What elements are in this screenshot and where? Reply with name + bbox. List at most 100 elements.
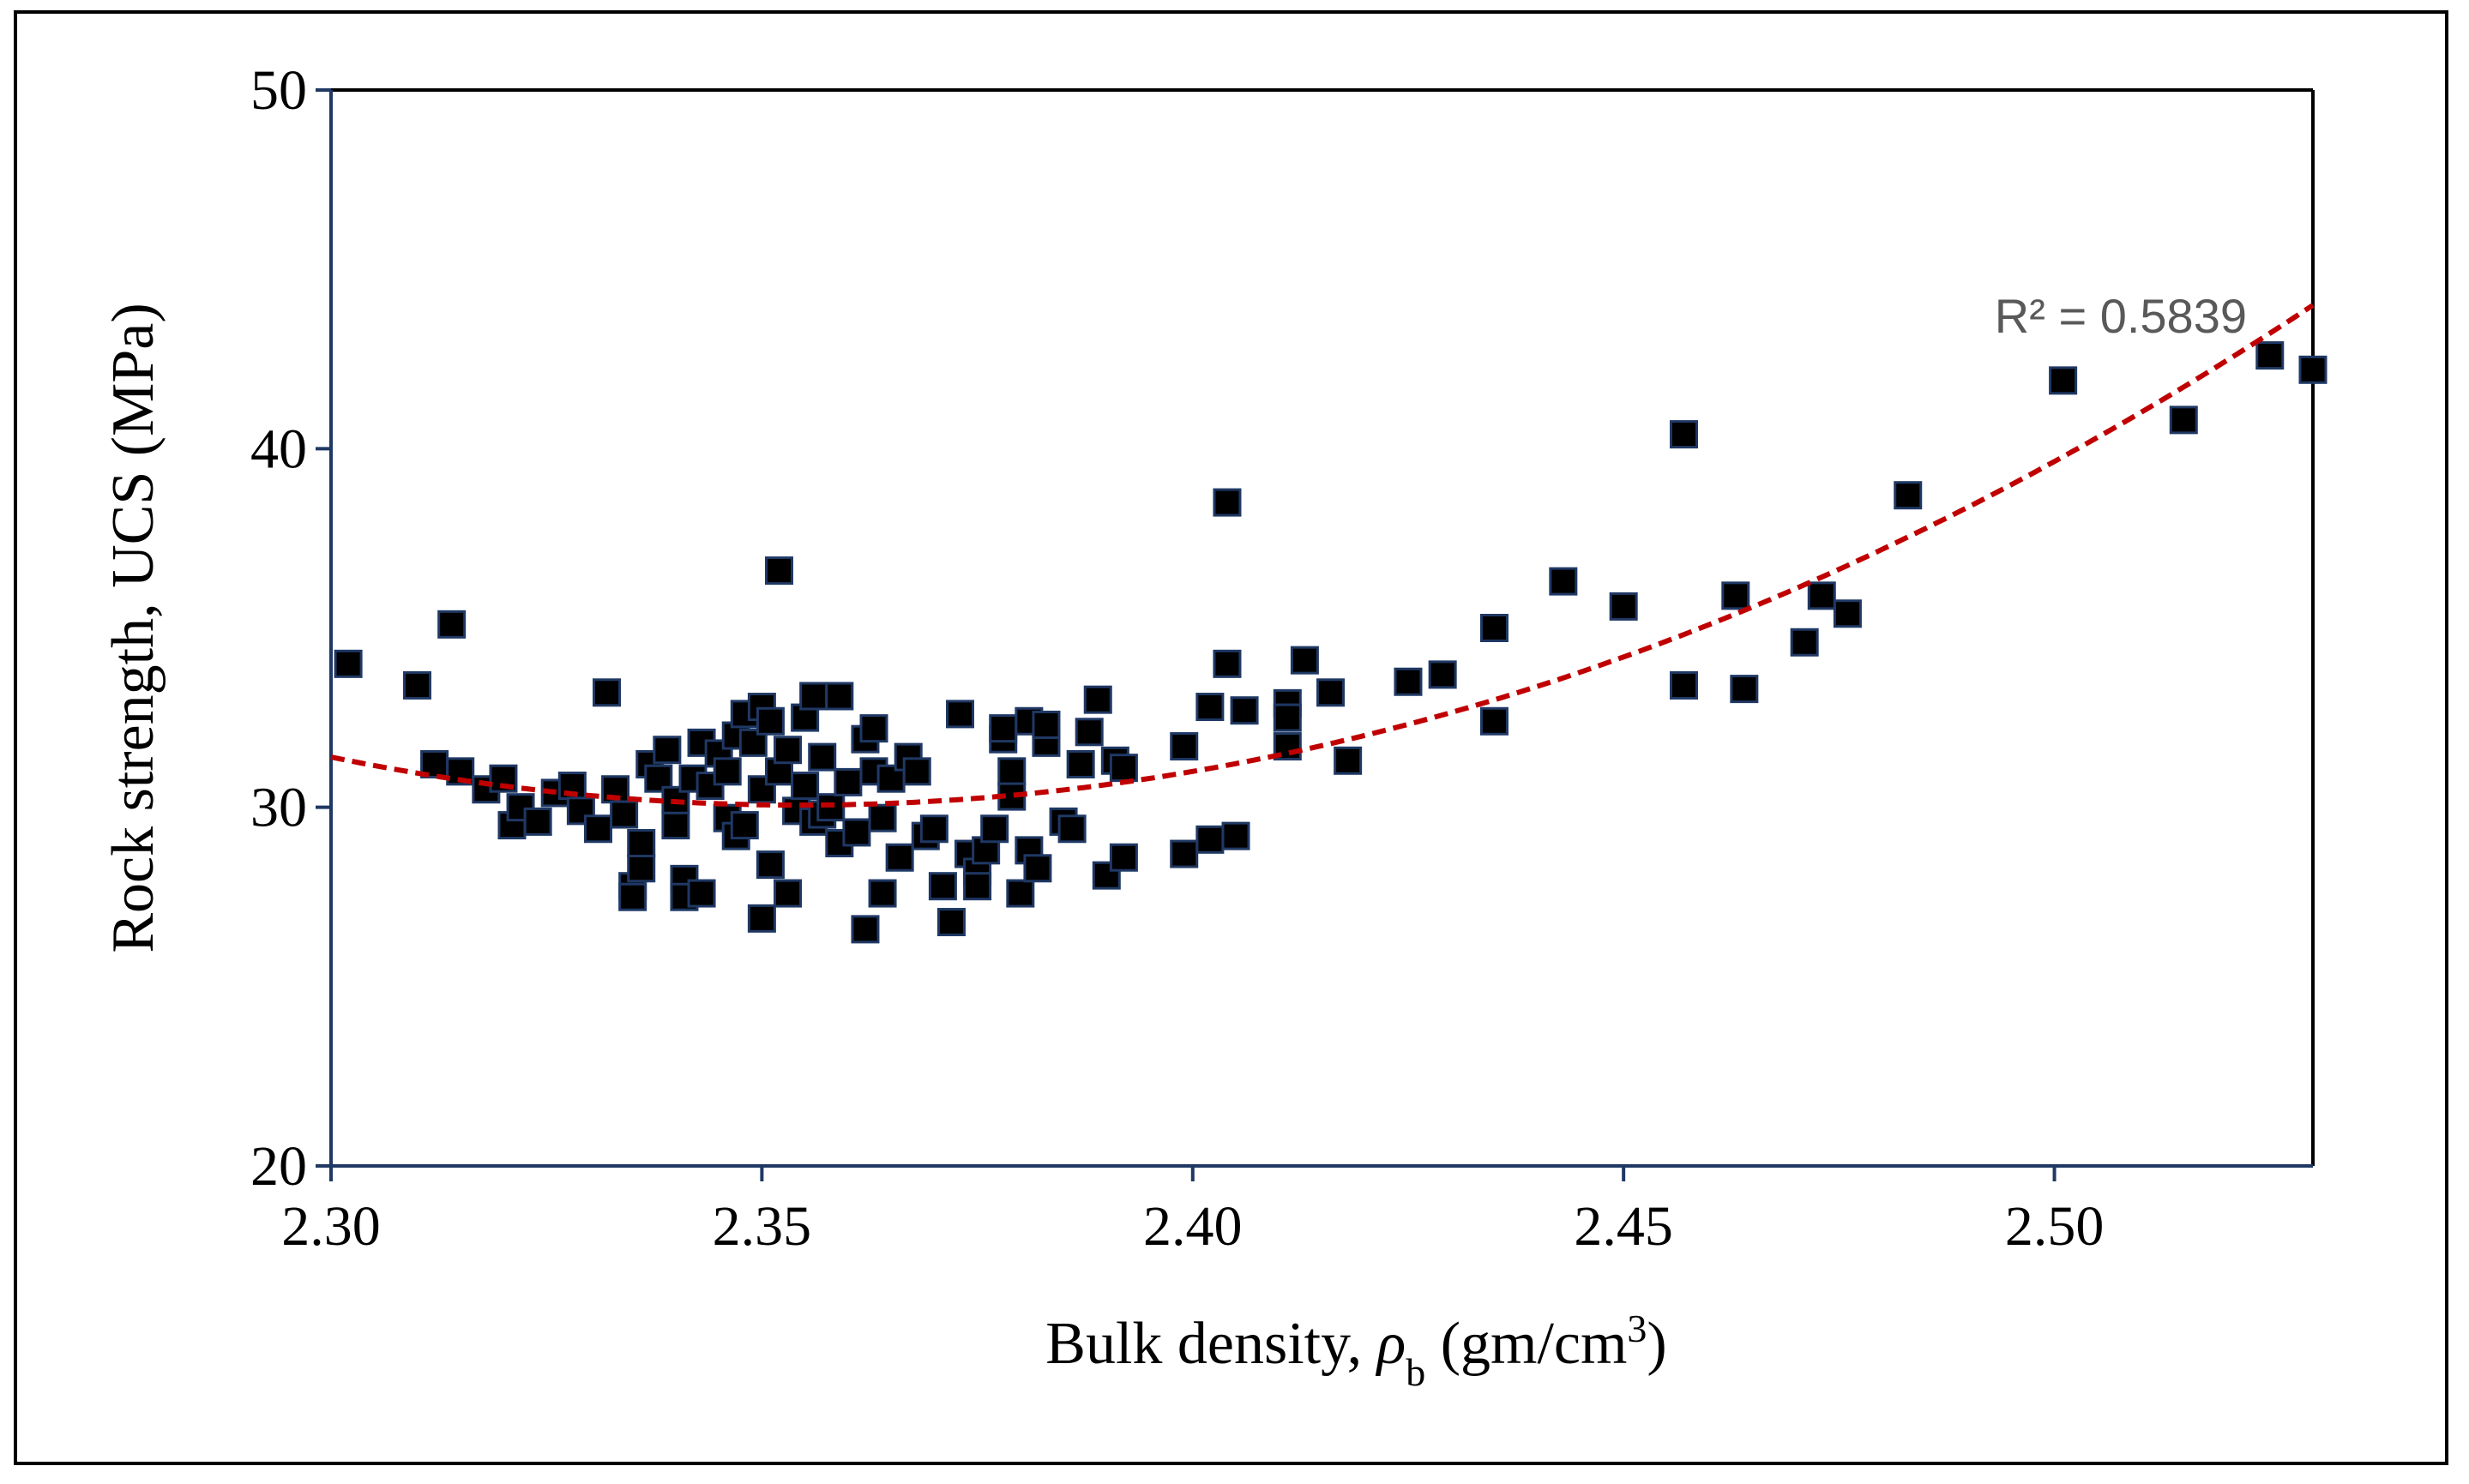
data-point — [825, 682, 854, 711]
data-point — [902, 757, 931, 786]
data-point — [945, 700, 974, 729]
data-point — [747, 904, 776, 933]
data-point — [1195, 825, 1225, 854]
data-point — [1170, 839, 1199, 868]
data-point — [437, 610, 467, 639]
data-point — [1394, 667, 1423, 696]
x-tick-label: 2.50 — [2005, 1195, 2105, 1258]
chart-frame — [14, 10, 2448, 1465]
data-point — [653, 736, 682, 765]
data-point — [627, 829, 656, 857]
y-tick-label: 40 — [250, 418, 307, 480]
data-point — [1290, 646, 1319, 675]
data-point — [1057, 814, 1087, 844]
data-points — [334, 341, 2327, 944]
data-point — [1549, 567, 1578, 596]
data-point — [774, 879, 803, 908]
data-point — [1670, 420, 1699, 449]
data-point — [928, 872, 957, 901]
data-point — [1195, 693, 1225, 722]
data-point — [1083, 685, 1112, 714]
data-point — [402, 670, 431, 700]
data-point — [851, 915, 880, 944]
data-point — [687, 879, 716, 908]
y-tick-label: 20 — [250, 1135, 307, 1198]
data-point — [868, 879, 897, 908]
data-point — [919, 814, 948, 844]
data-point — [1428, 660, 1457, 689]
data-point — [2169, 406, 2198, 435]
data-point — [980, 814, 1009, 844]
data-point — [1213, 649, 1242, 678]
data-point — [1479, 706, 1508, 736]
data-point — [834, 767, 863, 796]
data-point — [1032, 710, 1061, 739]
data-point — [1479, 614, 1508, 642]
trendline — [330, 303, 2315, 808]
data-point — [506, 793, 535, 822]
data-point — [764, 556, 793, 586]
data-point — [756, 706, 785, 736]
data-point — [593, 678, 622, 707]
data-point — [808, 742, 837, 772]
data-point — [936, 908, 966, 937]
data-point — [1170, 732, 1199, 761]
data-point — [1609, 592, 1638, 621]
data-point — [885, 843, 914, 872]
data-point — [1075, 718, 1104, 747]
data-point — [774, 736, 803, 765]
data-point — [1109, 843, 1138, 872]
r-squared-label: R² = 0.5839 — [1995, 289, 2247, 343]
data-point — [610, 800, 639, 829]
data-point — [627, 854, 656, 883]
data-point — [1066, 749, 1095, 778]
data-point — [730, 811, 759, 840]
data-point — [618, 882, 647, 911]
data-point — [1006, 879, 1035, 908]
data-point — [989, 714, 1018, 743]
data-point — [2049, 366, 2078, 395]
data-point — [859, 714, 888, 743]
data-point — [963, 872, 992, 901]
data-point — [583, 814, 612, 844]
y-tick-label: 50 — [250, 59, 307, 122]
y-tick-label: 30 — [250, 777, 307, 839]
data-point — [1230, 696, 1259, 725]
x-tick-label: 2.30 — [281, 1195, 381, 1258]
data-point — [1833, 599, 1862, 628]
data-point — [1894, 481, 1923, 510]
data-point — [842, 818, 871, 847]
data-point — [1109, 754, 1138, 783]
data-point — [1807, 581, 1836, 610]
x-tick-label: 2.40 — [1143, 1195, 1243, 1258]
data-point — [523, 807, 552, 836]
data-point — [1721, 581, 1750, 610]
data-point — [997, 757, 1027, 786]
data-point — [868, 803, 897, 832]
data-point — [1316, 678, 1346, 707]
data-point — [1670, 670, 1699, 700]
data-point — [1334, 746, 1363, 775]
data-point — [2298, 355, 2327, 384]
data-point — [1023, 854, 1052, 883]
data-point — [713, 757, 742, 786]
data-point — [1790, 628, 1819, 657]
x-tick-label: 2.45 — [1574, 1195, 1673, 1258]
data-point — [756, 850, 785, 880]
data-point — [661, 811, 690, 840]
data-point — [859, 757, 888, 786]
data-point — [1213, 488, 1242, 517]
data-point — [1221, 821, 1250, 850]
x-axis: 2.30 2.35 2.40 2.45 2.50 — [281, 1164, 2313, 1258]
plot-area — [331, 88, 2315, 1166]
y-axis: 20 30 40 50 — [250, 59, 333, 1198]
data-point — [799, 682, 828, 711]
x-tick-label: 2.35 — [713, 1195, 812, 1258]
data-point — [1730, 675, 1759, 704]
y-axis-title: Rock strength, UCS (MPa) — [100, 303, 166, 952]
data-point — [2255, 341, 2285, 370]
x-axis-title: Bulk density, ρb (gm/cm3) — [1045, 1307, 1666, 1394]
data-point — [791, 772, 820, 801]
data-point — [334, 649, 363, 678]
